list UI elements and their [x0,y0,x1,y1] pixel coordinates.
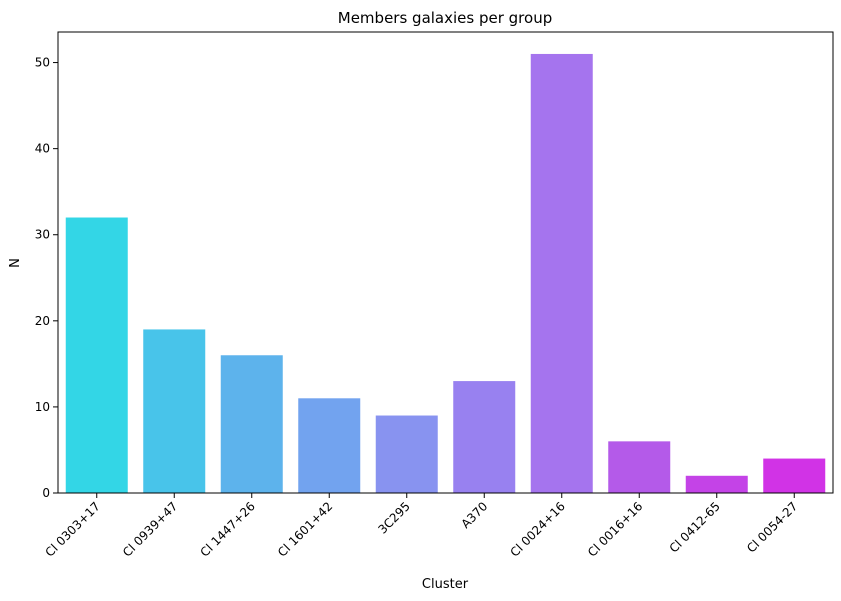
chart-title: Members galaxies per group [338,9,552,27]
y-axis-label: N [8,258,23,268]
bar-9 [763,458,826,493]
bar-4 [375,415,438,493]
bar-6 [530,53,593,493]
y-axis-ticks: 0 10 20 30 40 50 [35,56,58,500]
x-tick-label-0: Cl 0303+17 [42,499,102,559]
x-axis-ticks: Cl 0303+17 Cl 0939+47 Cl 1447+26 Cl 1601+42… [42,493,800,560]
y-tick-label-3: 30 [35,228,50,242]
x-tick-label-6: Cl 0024+16 [507,499,567,559]
y-tick-label-5: 50 [35,56,50,70]
y-tick-label-4: 40 [35,142,50,156]
x-tick-label-8: Cl 0412-65 [667,499,723,555]
x-tick-label-1: Cl 0939+47 [120,499,180,559]
x-tick-label-9: Cl 0054-27 [744,499,800,555]
plot-frame [57,31,834,494]
bar-0 [65,217,128,493]
bar-5 [453,381,516,493]
y-tick-label-0: 0 [42,486,50,500]
bars-group [65,53,826,493]
y-tick-label-2: 20 [35,314,50,328]
bar-3 [298,398,361,493]
bar-8 [685,475,748,493]
x-tick-label-4: 3C295 [375,499,412,536]
bar-1 [143,329,206,493]
x-tick-label-5: A370 [458,499,490,531]
bar-2 [220,355,283,493]
x-tick-label-7: Cl 0016+16 [585,499,645,559]
bar-7 [608,441,671,493]
x-tick-label-2: Cl 1447+26 [197,499,257,559]
x-tick-label-3: Cl 1601+42 [275,499,335,559]
y-tick-label-1: 10 [35,400,50,414]
x-axis-label: Cluster [422,577,469,592]
